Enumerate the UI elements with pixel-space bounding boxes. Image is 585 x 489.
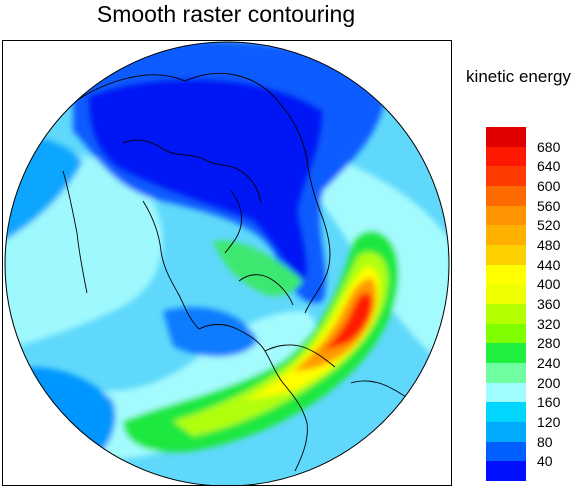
legend-swatch [486,146,526,167]
legend-swatch [486,225,526,246]
legend-tick-label: 280 [537,335,561,352]
jet-yellow-band [243,266,380,401]
legend-tick-label: 400 [537,276,561,293]
legend-tick-label: 160 [537,394,561,411]
legend-swatch [486,304,526,325]
legend-tick-label: 480 [537,237,561,253]
legend-tick-label: 240 [537,355,561,371]
legend-tick-label: 120 [537,414,561,430]
legend-swatch [486,323,526,344]
legend-tick-label: 560 [537,197,561,214]
low-region-gulf [163,307,258,357]
legend-swatch [486,186,526,207]
legend-tick-label: 40 [537,453,553,470]
legend-swatch [486,284,526,305]
legend-tick-label: 640 [537,158,561,175]
legend-swatch [486,264,526,285]
color-legend: 680 640 600 560 520 480 440 400 360 320 280 240 200 1… [486,127,560,482]
polar-core-region [88,78,323,281]
legend-swatch [486,441,526,462]
jet-red-core [323,292,373,351]
legend-swatch [486,382,526,403]
legend-tick-label: 600 [537,178,561,194]
legend-tick-label: 360 [537,296,561,312]
legend-tick-label: 320 [537,315,561,332]
legend-tick-label: 440 [537,256,561,273]
legend-swatch [486,461,526,482]
legend-swatch [486,422,526,443]
legend-swatch [486,343,526,364]
map-canvas [4,41,450,485]
legend-swatch [486,205,526,226]
legend-swatch [486,127,526,148]
green-lobe-continent [213,240,303,297]
legend-title: kinetic energy [466,67,571,86]
legend-swatch [486,166,526,187]
legend-tick-label: 520 [537,217,561,234]
legend-tick-label: 680 [537,138,561,155]
legend-swatch [486,402,526,423]
legend-swatch [486,363,526,384]
legend-tick-label: 200 [537,374,561,391]
jet-orange-band [293,278,377,371]
globe-outline [4,41,450,485]
contour-raster [5,42,449,485]
legend-tick-label: 80 [537,433,553,450]
figure-title: Smooth raster contouring [96,1,356,27]
legend-swatch [486,245,526,266]
coastlines [62,72,422,472]
map-plot-frame [2,40,452,486]
